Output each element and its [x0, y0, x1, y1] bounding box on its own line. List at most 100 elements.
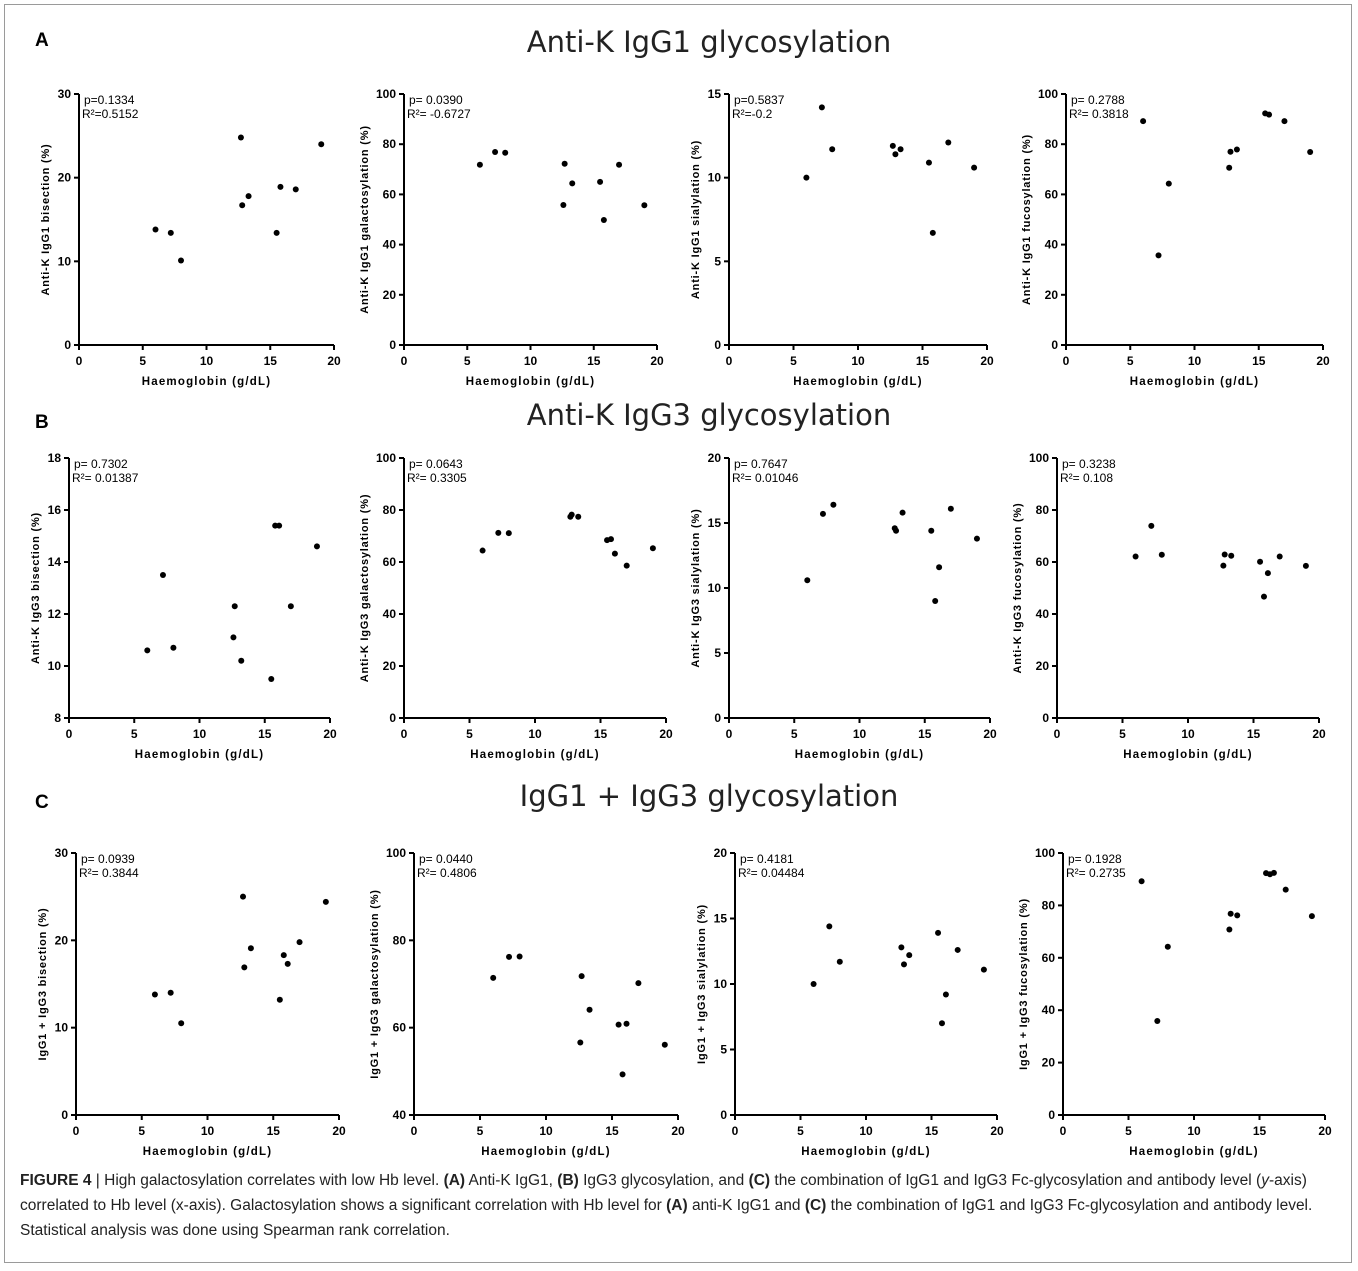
x-tick-label-r2c1: 10: [539, 1124, 553, 1138]
y-tick-label-r1c2: 10: [708, 581, 722, 595]
data-point-r1c0: [287, 603, 294, 610]
data-point-r2c0: [240, 893, 247, 900]
data-point-r2c3: [1282, 886, 1289, 893]
data-point-r0c0: [152, 226, 159, 233]
y-axis-label-r0c2: Anti-K IgG1 sialylation (%): [690, 140, 702, 299]
stat-p-r2c1: p= 0.0440: [419, 852, 473, 866]
x-tick-label-r1c1: 10: [528, 727, 542, 741]
stat-r2-r0c0: R²=0.5152: [82, 107, 139, 121]
data-point-r2c2: [810, 981, 817, 987]
data-point-r1c0: [276, 522, 283, 529]
data-point-r2c3: [1138, 878, 1145, 885]
data-point-r1c0: [268, 676, 275, 682]
data-point-r0c1: [561, 160, 568, 167]
data-point-r1c3: [1276, 553, 1283, 560]
y-tick-label-r0c2: 10: [708, 171, 722, 185]
x-tick-label-r2c1: 0: [411, 1124, 418, 1138]
data-point-r1c1: [495, 529, 502, 536]
x-tick-label-r2c2: 20: [990, 1124, 1004, 1138]
data-point-r1c2: [893, 527, 900, 534]
data-point-r2c2: [826, 923, 833, 930]
data-point-r2c0: [276, 996, 283, 1003]
y-tick-label-r1c3: 80: [1036, 503, 1050, 517]
caption-text-5: -axis) correlated to Hb level (x-axis). …: [20, 1172, 1307, 1214]
x-tick-label-r1c1: 20: [659, 727, 673, 741]
data-point-r0c1: [597, 178, 604, 185]
y-tick-label-r0c3: 80: [1045, 137, 1059, 151]
y-axis-label-r0c1: Anti-K IgG1 galactosylation (%): [359, 125, 371, 314]
stat-p-r0c2: p=0.5837: [734, 93, 785, 107]
stat-p-r1c2: p= 0.7647: [734, 457, 788, 471]
data-point-r0c0: [237, 134, 244, 141]
x-tick-label-r0c1: 5: [464, 354, 471, 368]
y-tick-label-r1c0: 12: [48, 607, 62, 621]
x-tick-label-r2c3: 20: [1318, 1124, 1332, 1138]
x-axis-label-r0c2: Haemoglobin (g/dL): [793, 376, 923, 388]
y-tick-label-r2c1: 80: [393, 933, 407, 947]
caption-yaxis: y: [1261, 1172, 1269, 1189]
stat-r2-r2c2: R²= 0.04484: [738, 866, 805, 880]
data-point-r2c3: [1234, 912, 1241, 919]
row-title-b: Anti-K IgG3 glycosylation: [527, 398, 891, 432]
y-tick-label-r0c3: 40: [1045, 238, 1059, 252]
data-point-r2c1: [623, 1020, 630, 1027]
x-tick-label-r1c2: 10: [853, 727, 867, 741]
x-tick-label-r1c2: 20: [983, 727, 997, 741]
caption-text-2: Anti-K IgG1,: [465, 1172, 558, 1189]
stat-r2-r2c0: R²= 0.3844: [79, 866, 139, 880]
data-point-r1c3: [1260, 593, 1267, 600]
stat-r2-r0c2: R²=-0.2: [732, 107, 773, 121]
y-tick-label-r0c1: 80: [383, 137, 397, 151]
stat-p-r1c3: p= 0.3238: [1062, 457, 1116, 471]
y-tick-label-r2c0: 20: [55, 933, 69, 947]
caption-ref-c-2: (C): [804, 1197, 827, 1214]
y-tick-label-r0c3: 60: [1045, 187, 1059, 201]
x-tick-label-r2c2: 15: [925, 1124, 939, 1138]
y-tick-label-r2c2: 10: [714, 977, 728, 991]
x-tick-label-r0c0: 10: [200, 354, 214, 368]
data-point-r0c3: [1281, 118, 1288, 125]
x-axis-label-r1c0: Haemoglobin (g/dL): [135, 749, 265, 761]
data-point-r0c3: [1307, 148, 1314, 155]
data-point-r1c3: [1158, 551, 1165, 558]
data-point-r0c1: [641, 202, 648, 209]
data-point-r1c2: [932, 598, 939, 604]
y-tick-label-r1c1: 60: [383, 555, 397, 569]
stat-r2-r2c3: R²= 0.2735: [1066, 866, 1126, 880]
figure-frame: [4, 4, 1352, 1263]
data-point-r2c3: [1270, 869, 1277, 876]
row-title-a: Anti-K IgG1 glycosylation: [527, 25, 891, 59]
y-tick-label-r0c0: 30: [58, 87, 72, 101]
data-point-r0c2: [897, 146, 904, 153]
stat-r2-r0c3: R²= 0.3818: [1069, 107, 1129, 121]
x-tick-label-r1c1: 0: [401, 727, 408, 741]
x-tick-label-r0c3: 5: [1127, 354, 1134, 368]
x-tick-label-r0c2: 20: [980, 354, 994, 368]
stat-p-r1c1: p= 0.0643: [409, 457, 463, 471]
caption-text-3: IgG3 glycosylation, and: [578, 1172, 749, 1189]
x-tick-label-r0c1: 10: [524, 354, 538, 368]
data-point-r2c0: [322, 898, 329, 905]
data-point-r0c0: [245, 193, 252, 200]
x-axis-label-r1c3: Haemoglobin (g/dL): [1123, 749, 1253, 761]
figure-plots: A Anti-K IgG1 glycosylation B Anti-K IgG3 g…: [30, 25, 1332, 1158]
data-point-r2c2: [836, 958, 843, 965]
x-tick-label-r2c3: 15: [1253, 1124, 1267, 1138]
data-point-r1c0: [170, 644, 177, 651]
data-point-r2c0: [167, 989, 174, 996]
data-point-r2c2: [906, 952, 913, 959]
y-tick-label-r2c3: 0: [1048, 1108, 1055, 1122]
x-tick-label-r1c3: 0: [1054, 727, 1061, 741]
data-point-r2c1: [586, 1006, 593, 1013]
y-tick-label-r0c1: 40: [383, 238, 397, 252]
data-point-r1c2: [804, 577, 811, 584]
x-tick-label-r2c0: 5: [138, 1124, 145, 1138]
data-point-r1c2: [936, 564, 943, 571]
y-tick-label-r1c3: 20: [1036, 659, 1050, 673]
data-point-r1c2: [973, 535, 980, 542]
stat-p-r0c1: p= 0.0390: [409, 93, 463, 107]
data-point-r1c0: [159, 572, 166, 578]
y-tick-label-r1c1: 80: [383, 503, 397, 517]
y-tick-label-r2c1: 100: [386, 846, 406, 860]
data-point-r2c0: [296, 939, 303, 946]
